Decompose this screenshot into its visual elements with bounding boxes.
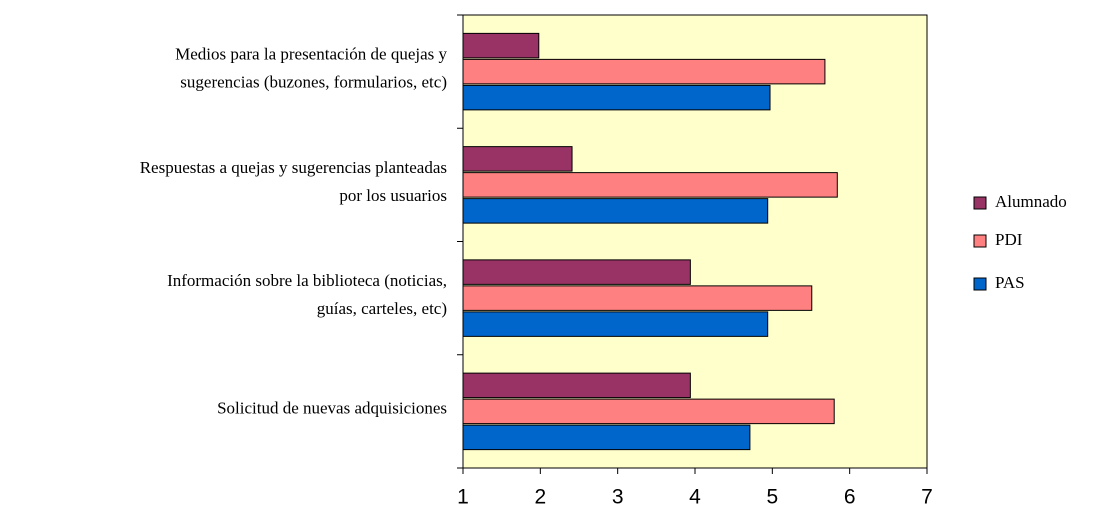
bar [462, 146, 573, 172]
bar [462, 32, 540, 59]
bar [462, 259, 691, 285]
category-label: Solicitud de nuevas adquisiciones [217, 398, 447, 417]
category-label: Respuestas a quejas y sugerencias plante… [140, 158, 447, 177]
legend-label: PDI [995, 230, 1023, 249]
bar [462, 424, 751, 451]
category-label: Medios para la presentación de quejas y [175, 45, 447, 64]
category-label: sugerencias (buzones, formularios, etc) [180, 73, 447, 92]
x-tick-label: 6 [844, 486, 856, 509]
bar [462, 84, 771, 111]
x-tick-label: 2 [534, 486, 546, 509]
bar [462, 311, 769, 337]
bar [462, 372, 691, 399]
x-tick-label: 7 [921, 486, 933, 509]
legend-swatch [973, 196, 987, 210]
category-label: guías, carteles, etc) [317, 299, 447, 318]
bar [462, 285, 813, 311]
bar [462, 198, 769, 224]
x-tick-label: 5 [766, 486, 778, 509]
legend-swatch [973, 234, 987, 248]
legend-label: Alumnado [995, 192, 1067, 211]
x-tick-label: 3 [612, 486, 624, 509]
legend-swatch [973, 277, 987, 291]
category-label: Información sobre la biblioteca (noticia… [167, 271, 447, 290]
category-label: por los usuarios [339, 186, 447, 205]
x-tick-label: 4 [689, 486, 701, 509]
bar [462, 398, 835, 425]
bar [462, 172, 838, 198]
x-tick-label: 1 [457, 486, 469, 509]
legend-label: PAS [995, 273, 1025, 292]
bar [462, 58, 826, 85]
